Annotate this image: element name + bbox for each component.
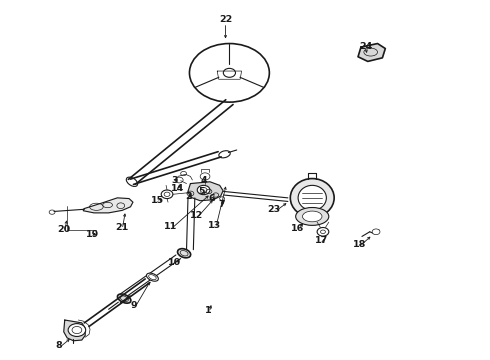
Circle shape — [317, 228, 329, 236]
Text: 19: 19 — [86, 230, 99, 239]
Text: 2: 2 — [186, 192, 192, 201]
Text: 6: 6 — [209, 194, 215, 203]
Polygon shape — [188, 182, 223, 201]
Text: 24: 24 — [359, 41, 372, 50]
Text: 12: 12 — [190, 211, 203, 220]
Circle shape — [372, 229, 380, 235]
Text: 1: 1 — [205, 306, 212, 315]
Text: 23: 23 — [268, 205, 281, 214]
Circle shape — [68, 324, 86, 337]
Polygon shape — [358, 44, 385, 62]
Ellipse shape — [177, 249, 191, 258]
Text: 8: 8 — [55, 341, 62, 350]
Text: 22: 22 — [219, 15, 232, 24]
Text: 14: 14 — [171, 184, 184, 193]
Text: 15: 15 — [151, 196, 164, 205]
Text: 5: 5 — [198, 187, 204, 196]
Polygon shape — [83, 198, 133, 213]
Text: 17: 17 — [316, 235, 329, 244]
Ellipse shape — [118, 294, 131, 303]
Ellipse shape — [295, 207, 329, 225]
Text: 3: 3 — [171, 176, 177, 185]
Text: 4: 4 — [200, 176, 207, 185]
Polygon shape — [64, 320, 85, 341]
Ellipse shape — [298, 185, 326, 210]
Text: 21: 21 — [116, 222, 129, 231]
Text: 13: 13 — [208, 221, 221, 230]
Text: 7: 7 — [219, 200, 225, 209]
Text: 18: 18 — [353, 240, 366, 249]
Circle shape — [161, 190, 173, 199]
Text: 10: 10 — [168, 258, 181, 267]
Ellipse shape — [147, 273, 158, 281]
Circle shape — [197, 185, 210, 195]
Text: 16: 16 — [291, 224, 304, 233]
Text: 11: 11 — [164, 222, 177, 231]
Text: 9: 9 — [131, 301, 137, 310]
Text: 20: 20 — [57, 225, 71, 234]
Ellipse shape — [290, 179, 334, 217]
Ellipse shape — [302, 211, 322, 222]
